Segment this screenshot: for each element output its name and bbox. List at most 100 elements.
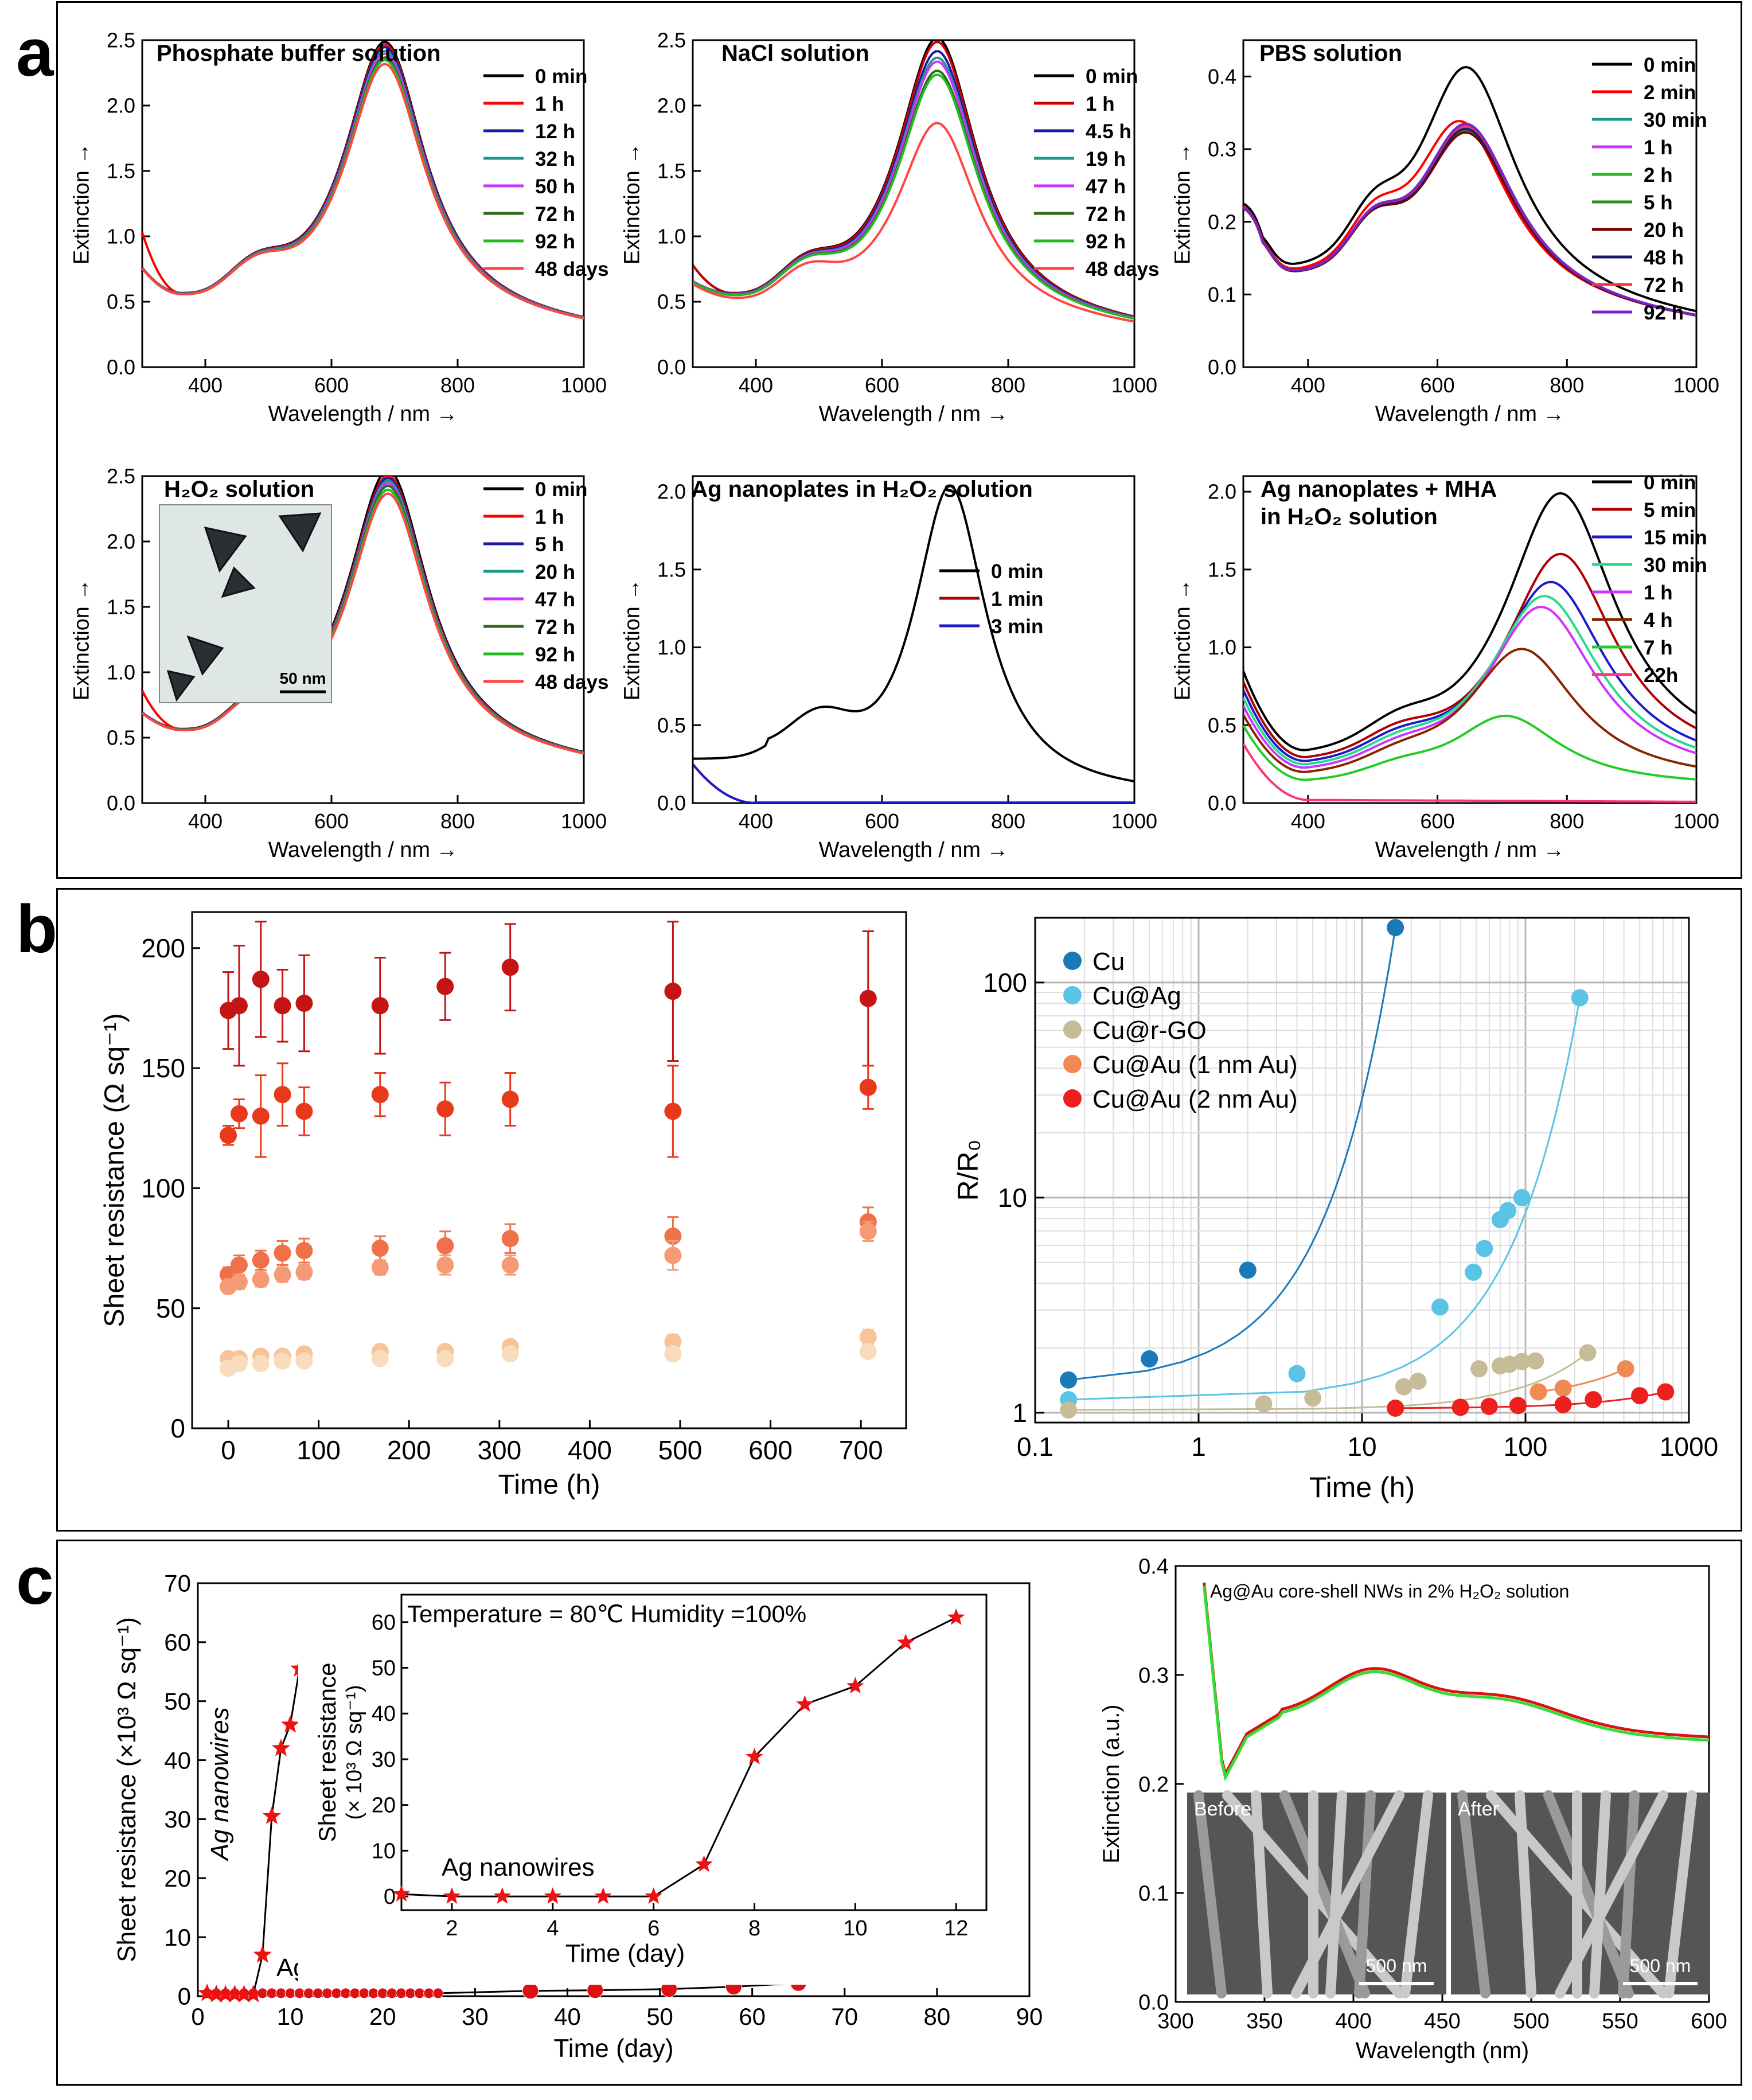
inset-frame	[400, 1593, 988, 1911]
agau-point	[423, 1988, 435, 1999]
data-point	[859, 1078, 877, 1096]
sem-after-image: After 500 nm	[1451, 1790, 1710, 1998]
x-tick-label: 800	[991, 373, 1025, 397]
x-tick-label: 600	[314, 373, 349, 397]
sem-before-label: Before	[1194, 1798, 1251, 1820]
ag-star-point	[207, 1984, 226, 2002]
inset-star-point	[947, 1608, 965, 1625]
ag-star-point	[244, 1984, 263, 2002]
ag-star-point	[197, 1983, 217, 2001]
x-tick-label: 400	[1335, 2009, 1371, 2033]
chart-title: NaCl solution	[721, 41, 869, 66]
data-point	[230, 1273, 248, 1291]
sem-before-image: Before 500 nm	[1187, 1790, 1446, 1998]
inset-x-tick-label: 12	[944, 1916, 968, 1941]
data-point	[295, 995, 313, 1012]
spectrum-line	[1243, 119, 1696, 317]
y-tick-label: 0.0	[107, 792, 135, 815]
data-point	[1409, 1373, 1427, 1390]
x-tick-label: 550	[1602, 2009, 1638, 2033]
y-tick-label: 0.4	[1208, 65, 1236, 88]
inset-star-point	[897, 1633, 915, 1650]
x-axis-label: Wavelength / nm →	[819, 838, 1009, 862]
x-tick-label: 600	[1421, 809, 1455, 833]
ag-star-point	[235, 1984, 253, 2002]
chart-a2-nacl: 400 600 800 1000 0.0 0.5 1.0 1.5 2.0 2.5 Wavelengt…	[620, 29, 1159, 426]
x-tick-label: 0	[221, 1435, 236, 1465]
data-point	[1451, 1398, 1469, 1416]
y-tick-label: 1.5	[657, 159, 686, 183]
y-tick-label: 0.5	[1208, 714, 1236, 737]
data-point	[1579, 1344, 1597, 1362]
nanowire-shape	[1618, 1790, 1640, 1998]
inset-annotation: Ag nanowires	[442, 1853, 595, 1881]
y-tick-label: 0.3	[1208, 138, 1236, 161]
data-point	[1480, 1397, 1498, 1415]
agau-point	[377, 1988, 388, 1999]
x-tick-label: 300	[1157, 2009, 1193, 2033]
agau-point	[322, 1988, 333, 1999]
y-tick-label: 1.0	[1208, 636, 1236, 659]
ag-annotation: Ag nanowires	[206, 1707, 234, 1862]
y-tick-label: 2.5	[107, 29, 135, 52]
legend-label: 1 h	[535, 506, 564, 528]
plot-frame	[191, 911, 907, 1429]
legend-label: 0 min	[535, 478, 587, 501]
data-point	[501, 1230, 519, 1248]
data-point	[252, 1251, 270, 1269]
agau-point	[368, 1988, 379, 1999]
data-point	[664, 1102, 682, 1120]
legend-label: 1 h	[1086, 93, 1115, 115]
inset-y-tick-label: 60	[372, 1611, 396, 1635]
y-tick-label: 0.0	[657, 356, 686, 379]
legend-label: 72 h	[535, 616, 575, 638]
panel-b-frame	[56, 888, 1742, 1532]
legend-label: 4.5 h	[1086, 120, 1131, 143]
y-tick-label: 0.3	[1138, 1663, 1169, 1688]
legend-label: 30 min	[1644, 554, 1707, 576]
y-tick-label: 0.1	[1138, 1881, 1169, 1906]
y-tick-label: 10	[164, 1924, 191, 1951]
nanowire-shape	[1291, 1790, 1404, 1998]
legend-label: 48 days	[535, 258, 608, 280]
inset-y-axis-unit: (× 10³ Ω sq⁻¹)	[342, 1685, 366, 1820]
y-tick-label: 0.5	[657, 290, 686, 314]
y-tick-label: 0.0	[657, 792, 686, 815]
data-point	[1554, 1396, 1572, 1413]
sem-after-label: After	[1458, 1798, 1499, 1820]
legend-label: 47 h	[535, 589, 575, 611]
y-axis-label: Extinction →	[620, 579, 644, 700]
x-tick-label: 90	[1016, 2003, 1043, 2030]
legend-label: 72 h	[1086, 203, 1126, 225]
x-tick-label: 400	[188, 809, 223, 833]
legend-label: 0 min	[1644, 54, 1696, 76]
legend-label: 12 h	[535, 120, 575, 143]
legend-label: Cu@Ag	[1092, 982, 1181, 1010]
data-point	[252, 1271, 270, 1288]
spectrum-line	[1243, 492, 1696, 751]
inset-x-axis-label: Time (day)	[565, 1939, 685, 1967]
data-point	[859, 1222, 877, 1240]
data-point	[1060, 1371, 1078, 1389]
legend-label: 20 h	[1644, 219, 1684, 241]
y-tick-label: 0.1	[1208, 283, 1236, 306]
data-point	[1395, 1378, 1412, 1396]
y-tick-label: 0.5	[657, 714, 686, 737]
x-axis-label: Time (h)	[498, 1469, 600, 1500]
data-point	[230, 1354, 248, 1372]
y-tick-label: 1.0	[107, 661, 135, 684]
legend-label: 15 min	[1644, 527, 1707, 549]
nanowire-shape	[1279, 1790, 1370, 1998]
data-point	[274, 1244, 291, 1262]
spectrum-line	[142, 492, 584, 755]
agau-point	[395, 1988, 407, 1999]
data-point	[859, 1328, 877, 1346]
nanowire-shape	[1193, 1790, 1227, 1998]
y-tick-label: 1.0	[107, 225, 135, 248]
data-point	[371, 1086, 389, 1104]
y-axis-label: Extinction (a.u.)	[1099, 1704, 1124, 1863]
spectrum-line	[693, 40, 1134, 318]
legend-label: 4 h	[1644, 609, 1673, 632]
ag-star-point	[253, 1945, 272, 1963]
y-tick-label: 1.5	[107, 595, 135, 619]
